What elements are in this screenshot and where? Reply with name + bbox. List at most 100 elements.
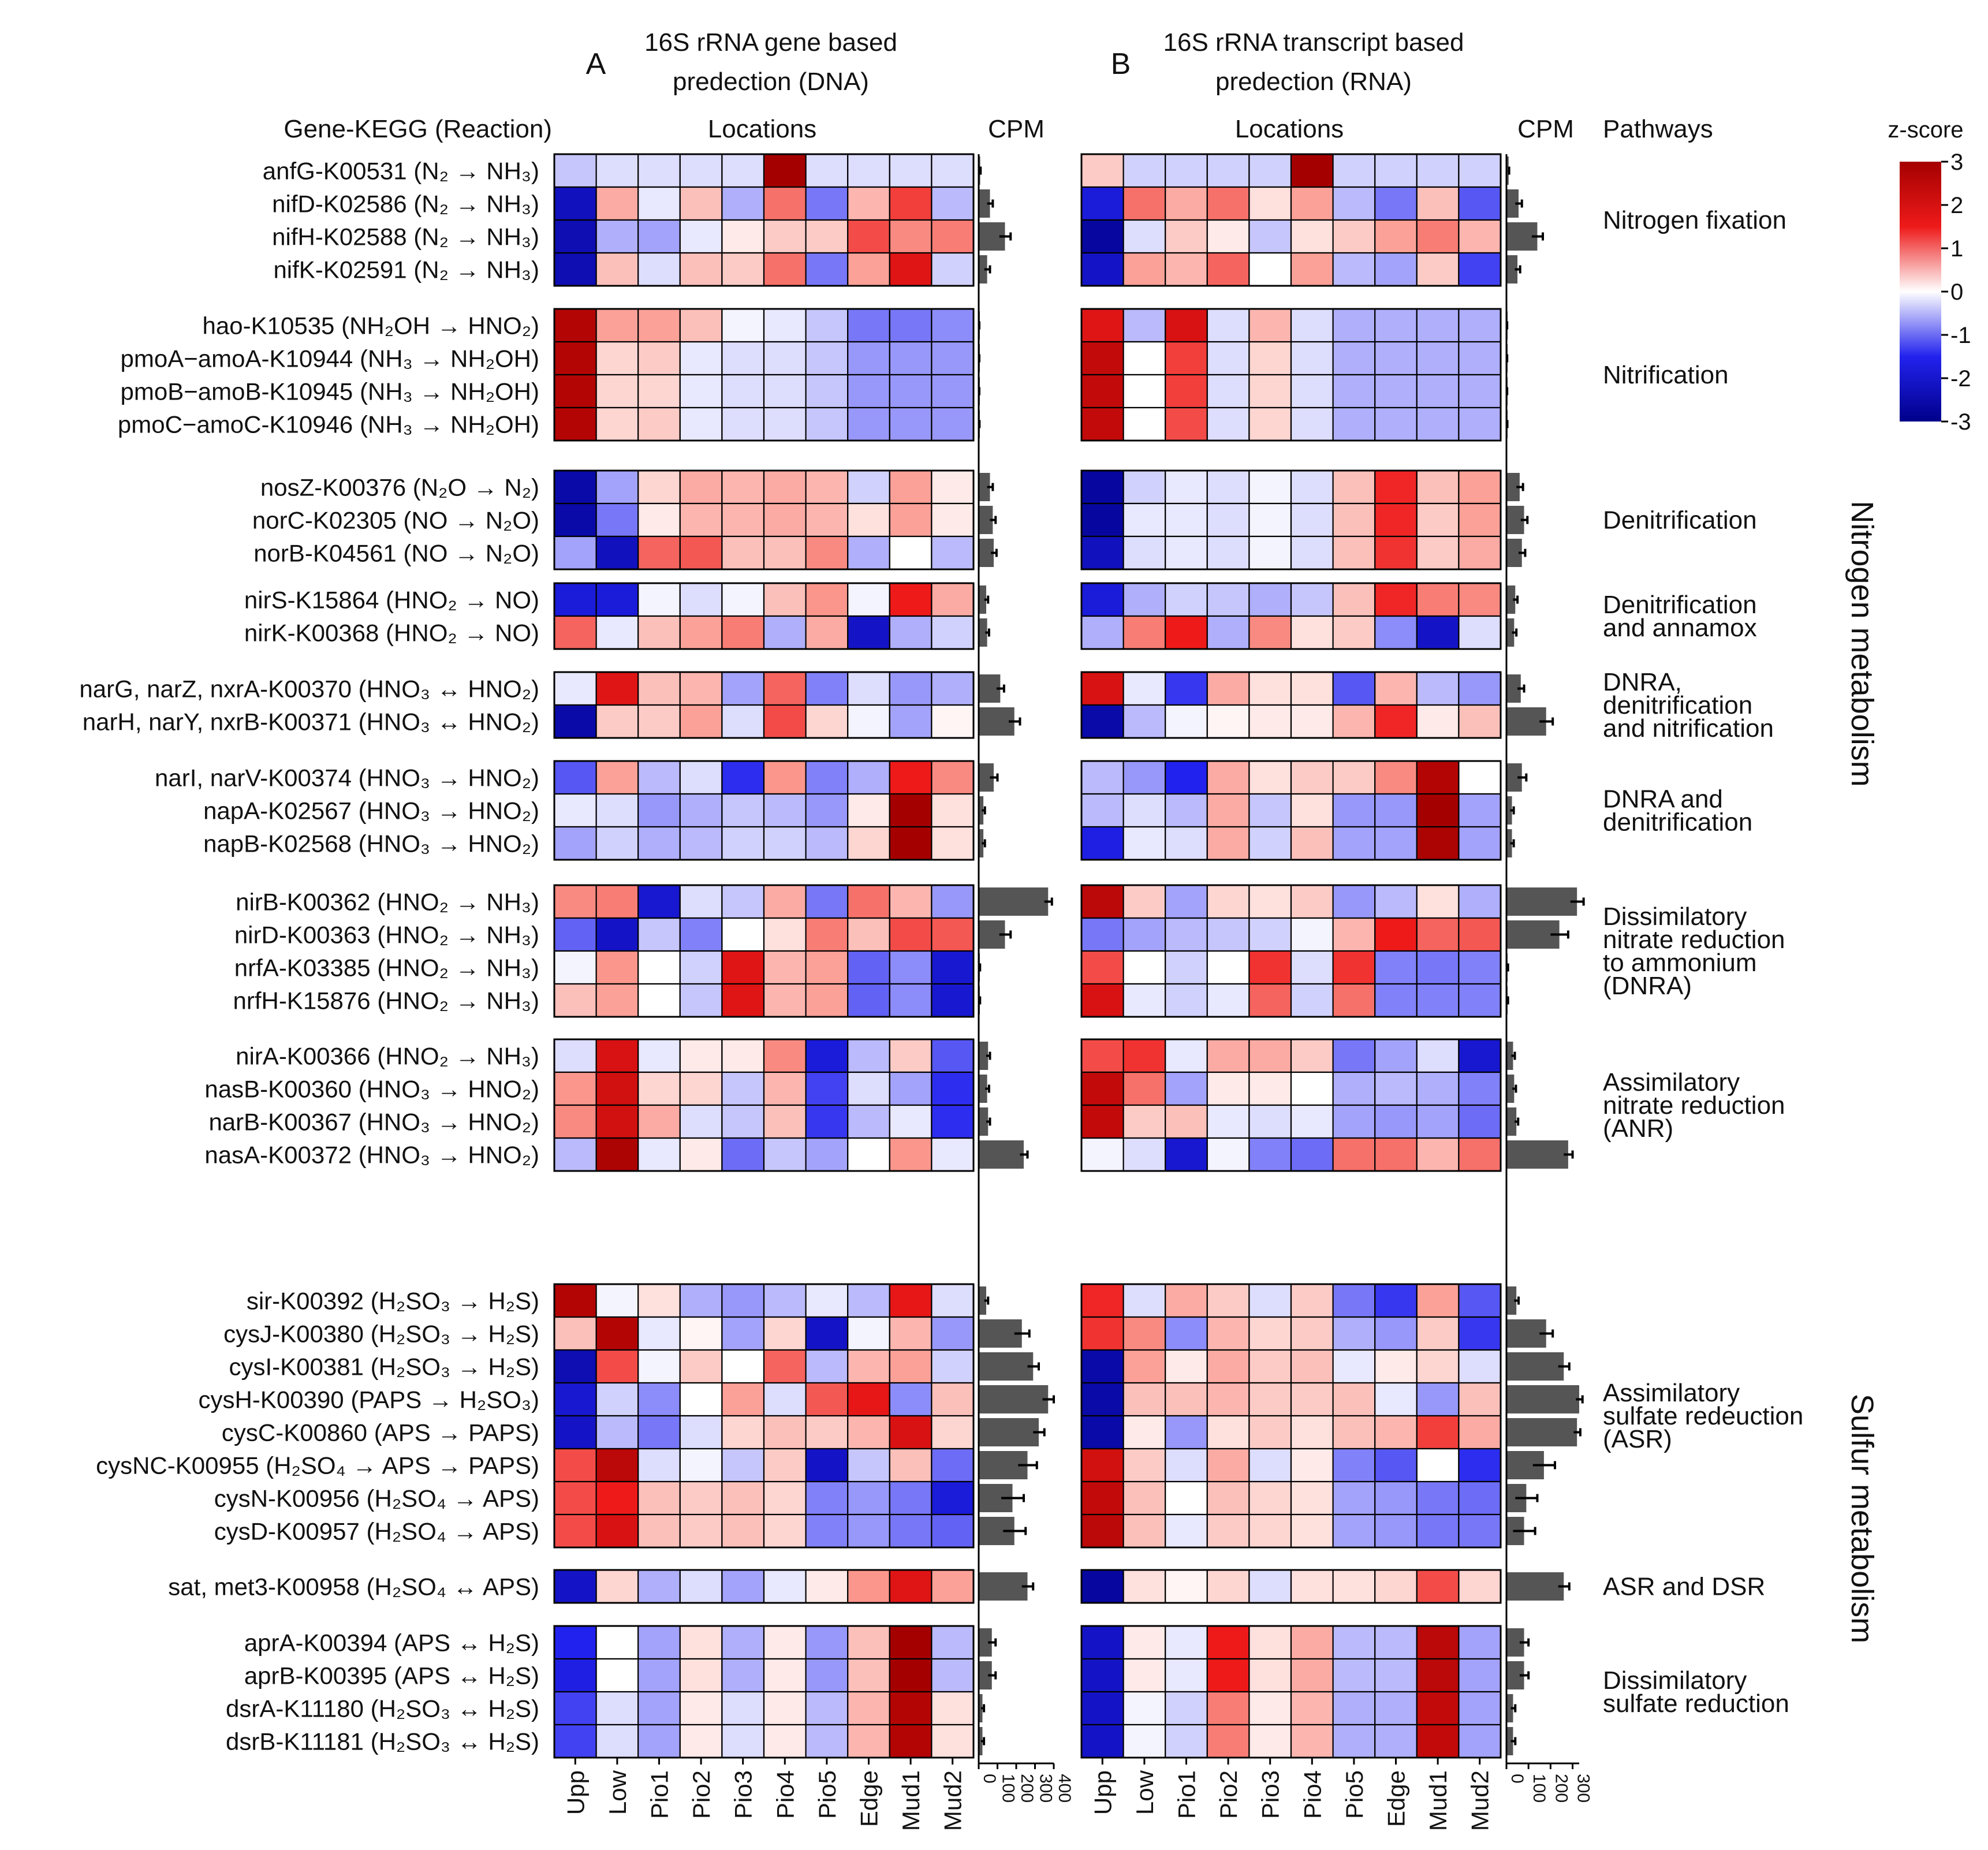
- heatmap-cell: [1248, 535, 1292, 570]
- cpm-bar: [979, 1727, 983, 1755]
- cpm-bar: [1506, 796, 1512, 825]
- gene-label: nrfA-K03385 (HNO₂ → NH₃): [234, 954, 539, 982]
- heatmap-cell: [1165, 469, 1208, 505]
- heatmap-cell: [847, 219, 890, 254]
- heatmap-cell: [1416, 153, 1460, 188]
- heatmap-cell: [1080, 1071, 1124, 1106]
- heatmap-cell: [553, 1448, 597, 1483]
- heatmap-cell: [847, 1724, 890, 1759]
- heatmap-cell: [721, 374, 765, 409]
- heatmap-cell: [721, 1382, 765, 1417]
- heatmap-cell: [595, 374, 639, 409]
- gene-label: narI, narV-K00374 (HNO₃ → HNO₂): [155, 764, 539, 792]
- heatmap-cell: [931, 374, 975, 409]
- heatmap-cell: [1248, 1415, 1292, 1450]
- heatmap-cell: [1290, 615, 1334, 650]
- gene-label: cysC-K00860 (APS → PAPS): [222, 1419, 539, 1446]
- heatmap-cell: [889, 1513, 933, 1549]
- heatmap-cell: [1332, 1071, 1376, 1106]
- heatmap-cell: [1122, 1625, 1166, 1660]
- heatmap-cell: [763, 1038, 807, 1073]
- heatmap-cell: [1165, 1480, 1208, 1516]
- heatmap-cell: [1458, 950, 1502, 985]
- heatmap-cell: [1248, 1691, 1292, 1726]
- heatmap-cell: [1248, 1071, 1292, 1106]
- heatmap-cell: [1416, 1316, 1460, 1351]
- heatmap-cell: [1416, 1283, 1460, 1318]
- heatmap-cell: [1248, 983, 1292, 1018]
- heatmap-cell: [847, 582, 890, 617]
- heatmap-cell: [1458, 308, 1502, 343]
- heatmap-cell: [595, 1658, 639, 1693]
- heatmap-cell: [763, 1569, 807, 1604]
- heatmap-cell: [847, 983, 890, 1018]
- heatmap-cell: [1416, 1448, 1460, 1483]
- heatmap-cell: [1458, 1569, 1502, 1604]
- heatmap-cell: [553, 1691, 597, 1726]
- heatmap-cell: [805, 1283, 849, 1318]
- cpm-tick-label: 200: [1017, 1774, 1036, 1803]
- heatmap-cell: [1248, 826, 1292, 861]
- location-label: Pio5: [1341, 1770, 1368, 1819]
- heatmap-cell: [931, 1382, 975, 1417]
- heatmap-cell: [847, 153, 890, 188]
- heatmap-cell: [763, 1382, 807, 1417]
- heatmap-cell: [679, 153, 723, 188]
- heatmap-cell: [679, 502, 723, 538]
- heatmap-cell: [721, 1724, 765, 1759]
- heatmap-cell: [1206, 1071, 1250, 1106]
- heatmap-cell: [1165, 983, 1208, 1018]
- heatmap-cell: [1416, 884, 1460, 919]
- gene-label: nosZ-K00376 (N₂O → N₂): [260, 474, 539, 501]
- heatmap-cell: [1374, 1137, 1418, 1172]
- heatmap-cell: [637, 1283, 681, 1318]
- heatmap-cell: [847, 1691, 890, 1726]
- heatmap-cell: [931, 671, 975, 706]
- pathway-label: denitrification: [1603, 691, 1752, 719]
- heatmap-cell: [595, 1038, 639, 1073]
- heatmap-cell: [847, 1038, 890, 1073]
- heatmap-cell: [1248, 1480, 1292, 1516]
- heatmap-cell: [1332, 826, 1376, 861]
- heatmap-cell: [1080, 469, 1124, 505]
- heatmap-block-border: [553, 1038, 975, 1172]
- heatmap-cell: [1332, 1104, 1376, 1139]
- heatmap-cell: [889, 535, 933, 570]
- heatmap-cell: [1458, 1724, 1502, 1759]
- heatmap-cell: [1290, 1569, 1334, 1604]
- heatmap-cell: [1290, 1658, 1334, 1693]
- heatmap-cell: [1206, 1382, 1250, 1417]
- heatmap-cell: [1122, 1104, 1166, 1139]
- heatmap-cell: [679, 1283, 723, 1318]
- cpm-bar: [979, 1694, 983, 1722]
- heatmap-cell: [1332, 917, 1376, 952]
- heatmap-cell: [847, 469, 890, 505]
- heatmap-cell: [1122, 1513, 1166, 1549]
- heatmap-cell: [1290, 671, 1334, 706]
- heatmap-cell: [595, 1724, 639, 1759]
- heatmap-cell: [847, 341, 890, 376]
- heatmap-cell: [763, 1448, 807, 1483]
- heatmap-cell: [889, 153, 933, 188]
- heatmap-block-border: [553, 308, 975, 442]
- heatmap-cell: [721, 469, 765, 505]
- heatmap-cell: [805, 1038, 849, 1073]
- heatmap-cell: [637, 983, 681, 1018]
- heatmap-cell: [553, 374, 597, 409]
- heatmap-cell: [1374, 1569, 1418, 1604]
- heatmap-cell: [847, 1137, 890, 1172]
- heatmap-cell: [1374, 793, 1418, 828]
- cpm-bar: [979, 618, 987, 647]
- heatmap-cell: [1122, 671, 1166, 706]
- heatmap-cell: [763, 469, 807, 505]
- heatmap-cell: [1416, 341, 1460, 376]
- heatmap-cell: [805, 1658, 849, 1693]
- heatmap-cell: [1416, 252, 1460, 287]
- heatmap-cell: [763, 308, 807, 343]
- legend-tick-label: 1: [1950, 236, 1963, 262]
- heatmap-cell: [1332, 502, 1376, 538]
- heatmap-cell: [763, 219, 807, 254]
- heatmap-cell: [1165, 1569, 1208, 1604]
- cpm-bar: [1506, 1107, 1517, 1136]
